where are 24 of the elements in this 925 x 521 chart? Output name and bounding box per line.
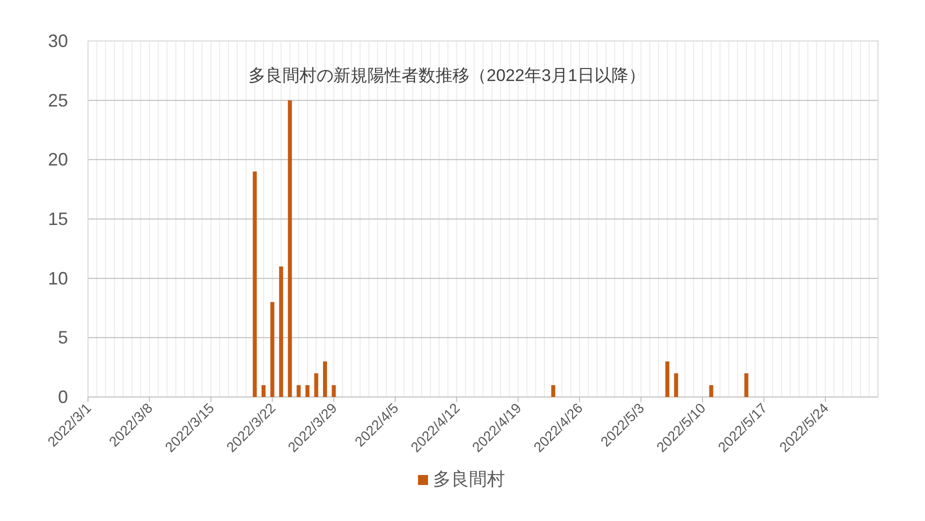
bar: [288, 100, 292, 397]
y-tick-label: 20: [48, 150, 68, 170]
y-tick-label: 5: [58, 328, 68, 348]
y-tick-label: 10: [48, 268, 68, 288]
bar: [744, 373, 748, 397]
y-tick-label: 0: [58, 387, 68, 407]
bar: [305, 385, 310, 397]
y-tick-label: 30: [48, 31, 68, 51]
bar: [709, 385, 714, 397]
bar: [270, 302, 274, 397]
bar: [551, 385, 556, 397]
bar: [279, 266, 284, 397]
legend-label: 多良間村: [433, 469, 505, 489]
bar: [262, 385, 266, 397]
bar: [252, 172, 257, 397]
text: 多良間村の新規陽性者数推移（2022年3月1日以降）: [248, 66, 646, 85]
bar: [674, 373, 678, 397]
bar: [296, 385, 301, 397]
y-tick-label: 15: [48, 209, 68, 229]
bar: [314, 373, 318, 397]
bar: [665, 361, 670, 397]
y-tick-label: 25: [48, 90, 68, 110]
bar: [332, 385, 336, 397]
bar: [323, 361, 327, 397]
